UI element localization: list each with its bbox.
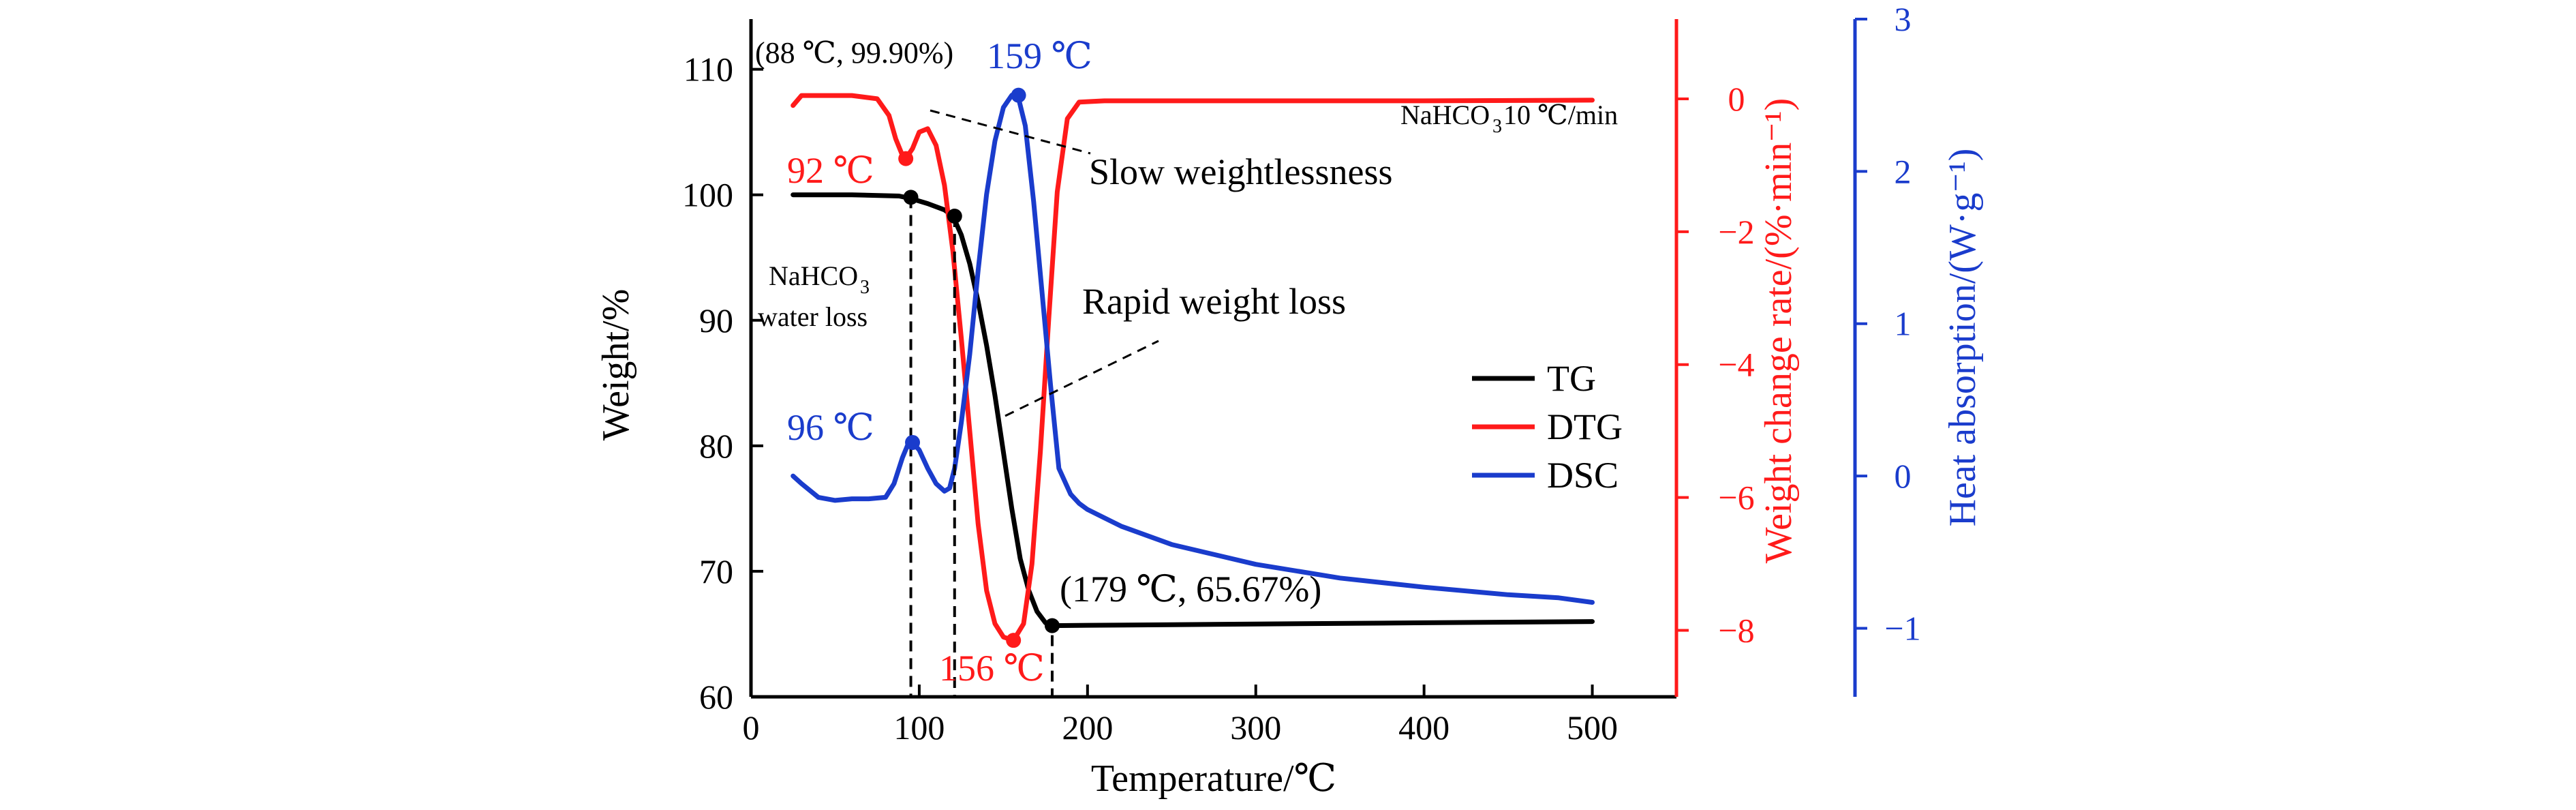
- annotation-rate-subscript: 3: [1492, 116, 1502, 137]
- highlight-point-dtg: [898, 151, 914, 166]
- left-y-tick-label: 80: [699, 427, 733, 465]
- annotation-nahco3-formula: NaHCO: [769, 260, 858, 291]
- highlight-point-tg: [1044, 618, 1060, 633]
- x-tick-label: 300: [1230, 708, 1281, 747]
- legend-label-dsc: DSC: [1547, 455, 1619, 496]
- red-y-tick-label: −6: [1718, 479, 1754, 517]
- leader-line-slow: [930, 109, 1091, 155]
- x-axis-label: Temperature/℃: [1091, 758, 1336, 800]
- text-labels: TG DTG DSC (88 ℃, 99.90%) 159 ℃ 92 ℃ 96 ℃ (179 …: [755, 35, 1623, 689]
- highlight-point-dtg: [1006, 633, 1022, 648]
- left-y-tick-label: 110: [684, 50, 733, 89]
- leader-line-rapid: [1005, 340, 1159, 417]
- annotation-water-loss: water loss: [758, 301, 868, 332]
- left-y-tick-label: 100: [682, 176, 733, 214]
- highlight-point-tg: [947, 208, 962, 224]
- plot-series: [791, 93, 1595, 643]
- annotation-rate-value: 10 ℃/min: [1503, 100, 1618, 130]
- x-tick-label: 100: [893, 708, 945, 747]
- x-tick-label: 400: [1398, 708, 1450, 747]
- left-y-tick-label: 60: [699, 678, 733, 716]
- annotation-nahco3-subscript: 3: [860, 277, 870, 298]
- series-line-dsc: [791, 93, 1595, 605]
- red-y-tick-label: −2: [1718, 213, 1754, 251]
- marker-points: [898, 87, 1060, 648]
- annotation-92c: 92 ℃: [787, 150, 874, 191]
- annotation-rate-formula: NaHCO: [1400, 100, 1490, 130]
- x-tick-label: 200: [1062, 708, 1113, 747]
- red-y-tick-label: −4: [1718, 346, 1754, 384]
- annotation-179c: (179 ℃, 65.67%): [1060, 569, 1321, 610]
- blue-y-tick-label: 3: [1895, 0, 1912, 38]
- blue-y-tick-label: 1: [1895, 305, 1912, 343]
- annotation-159c: 159 ℃: [987, 35, 1092, 76]
- annotation-156c: 156 ℃: [939, 648, 1045, 689]
- highlight-point-tg: [903, 190, 919, 205]
- legend-label-dtg: DTG: [1547, 406, 1623, 447]
- red-y-tick-label: 0: [1728, 80, 1745, 118]
- red-y-tick-label: −8: [1718, 612, 1754, 650]
- axes: 0 100 200 300 400 500Temperature/℃60708090100…: [595, 0, 1984, 800]
- left-y-tick-label: 90: [699, 301, 733, 340]
- red-y-axis-label: Weight change rate/(%·min⁻¹): [1758, 98, 1800, 563]
- blue-y-tick-label: −1: [1884, 609, 1920, 647]
- x-tick-label: 500: [1567, 708, 1618, 747]
- left-y-tick-label: 70: [699, 552, 733, 590]
- annotation-slow-weightlessness: Slow weightlessness: [1089, 151, 1393, 192]
- highlight-point-dsc: [905, 434, 921, 450]
- blue-y-axis-label: Heat absorption/(W·g⁻¹): [1942, 149, 1984, 527]
- annotation-96c: 96 ℃: [787, 407, 874, 448]
- series-line-dtg: [791, 93, 1595, 643]
- blue-y-tick-label: 0: [1895, 457, 1912, 495]
- series-line-tg: [791, 192, 1595, 629]
- annotation-rapid-weight-loss: Rapid weight loss: [1082, 281, 1346, 322]
- annotation-88c: (88 ℃, 99.90%): [755, 36, 953, 70]
- x-tick-label: 0: [743, 708, 760, 747]
- legend-label-tg: TG: [1547, 358, 1596, 399]
- left-y-axis-label: Weight/%: [595, 289, 637, 441]
- blue-y-tick-label: 2: [1895, 152, 1912, 190]
- highlight-point-dsc: [1011, 87, 1026, 103]
